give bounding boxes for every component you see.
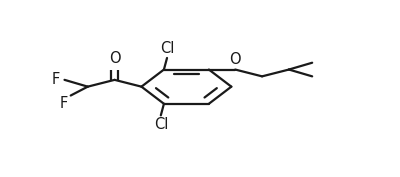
Text: F: F — [52, 72, 60, 87]
Text: Cl: Cl — [154, 117, 168, 132]
Text: F: F — [59, 96, 68, 111]
Text: O: O — [230, 52, 241, 67]
Text: O: O — [109, 51, 120, 66]
Text: Cl: Cl — [160, 41, 174, 56]
